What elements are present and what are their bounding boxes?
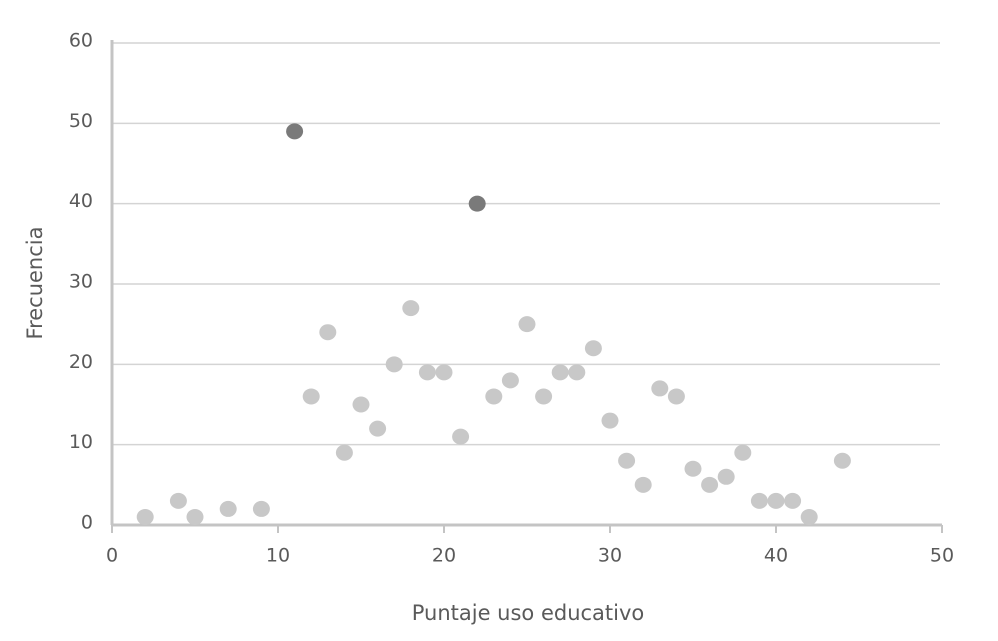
point xyxy=(701,476,719,493)
point xyxy=(219,500,237,517)
point xyxy=(186,508,204,525)
x-tick-label: 10 xyxy=(266,545,290,567)
point xyxy=(302,388,320,405)
point xyxy=(252,500,270,517)
point xyxy=(435,364,453,381)
point xyxy=(402,300,420,317)
y-tick-label: 10 xyxy=(69,431,93,453)
point xyxy=(335,444,353,461)
point xyxy=(319,324,337,341)
point xyxy=(634,476,652,493)
point xyxy=(651,380,669,397)
point xyxy=(784,492,802,509)
point xyxy=(767,492,785,509)
point xyxy=(485,388,503,405)
point xyxy=(667,388,685,405)
point xyxy=(518,316,536,333)
point xyxy=(352,396,370,413)
point xyxy=(833,452,851,469)
point xyxy=(717,468,735,485)
x-tick-label: 20 xyxy=(432,545,456,567)
point xyxy=(501,372,519,389)
x-axis-title: Puntaje uso educativo xyxy=(412,601,645,625)
point xyxy=(734,444,752,461)
point xyxy=(418,364,436,381)
point xyxy=(568,364,586,381)
point xyxy=(286,123,304,140)
y-tick-label: 60 xyxy=(69,30,93,52)
point xyxy=(385,356,403,373)
point xyxy=(468,195,486,212)
y-axis-title: Frecuencia xyxy=(23,227,47,340)
point xyxy=(584,340,602,357)
x-tick-label: 40 xyxy=(764,545,788,567)
point xyxy=(136,508,154,525)
point xyxy=(684,460,702,477)
y-tick-label: 40 xyxy=(69,190,93,212)
point xyxy=(800,508,818,525)
x-tick-label: 0 xyxy=(106,545,118,567)
y-tick-label: 30 xyxy=(69,271,93,293)
point xyxy=(369,420,387,437)
x-tick-label: 50 xyxy=(930,545,954,567)
y-tick-label: 0 xyxy=(81,512,93,534)
point xyxy=(750,492,768,509)
point xyxy=(618,452,636,469)
point xyxy=(169,492,187,509)
point xyxy=(535,388,553,405)
y-tick-label: 20 xyxy=(69,351,93,373)
point xyxy=(452,428,470,445)
y-tick-label: 50 xyxy=(69,110,93,132)
point xyxy=(601,412,619,429)
point xyxy=(551,364,569,381)
x-tick-label: 30 xyxy=(598,545,622,567)
